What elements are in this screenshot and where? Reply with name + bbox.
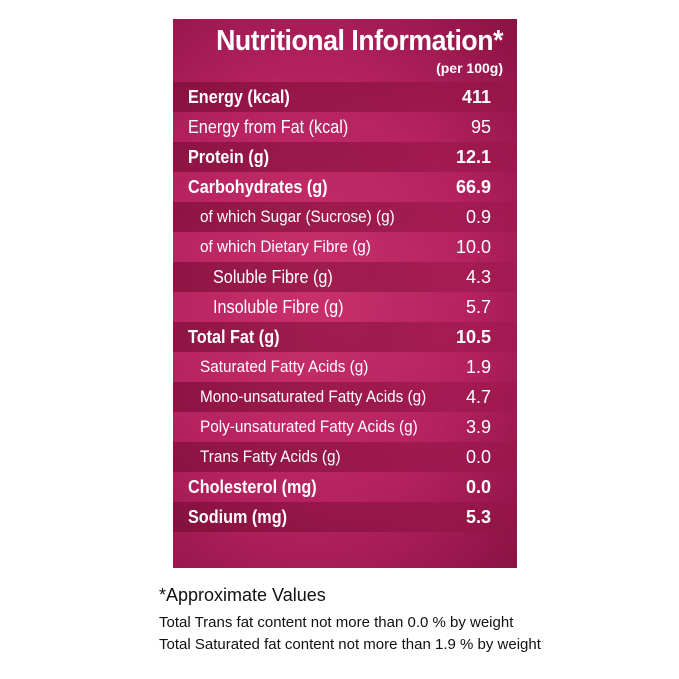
nutrient-value: 0.9 bbox=[465, 207, 491, 227]
nutrient-row: Soluble Fibre (g) 4.3 bbox=[173, 262, 517, 292]
nutrient-row: Energy (kcal) 411 bbox=[173, 82, 517, 112]
nutrient-value: 95 bbox=[470, 117, 491, 137]
nutrient-label: Insoluble Fibre (g) bbox=[213, 297, 344, 317]
nutrient-label: Sodium (mg) bbox=[188, 507, 287, 527]
nutrient-value: 4.3 bbox=[465, 267, 491, 287]
footnote-saturated-fat: Total Saturated fat content not more tha… bbox=[159, 636, 541, 653]
nutrient-row: of which Sugar (Sucrose) (g) 0.9 bbox=[173, 202, 517, 232]
nutrient-value: 5.7 bbox=[465, 297, 491, 317]
nutrient-label: Cholesterol (mg) bbox=[188, 477, 317, 497]
nutrient-row: Cholesterol (mg) 0.0 bbox=[173, 472, 517, 502]
nutrient-label: Mono-unsaturated Fatty Acids (g) bbox=[200, 387, 427, 406]
nutrient-value: 10.5 bbox=[455, 327, 491, 347]
nutrient-value: 1.9 bbox=[465, 357, 491, 377]
nutrient-label: Energy from Fat (kcal) bbox=[188, 117, 349, 137]
nutrient-row: Protein (g) 12.1 bbox=[173, 142, 517, 172]
nutrient-label: Energy (kcal) bbox=[188, 87, 290, 107]
nutrient-label: Carbohydrates (g) bbox=[188, 177, 328, 197]
nutrient-table: Energy (kcal) 411 Energy from Fat (kcal) 95… bbox=[173, 82, 517, 532]
nutrient-label: of which Sugar (Sucrose) (g) bbox=[200, 207, 395, 226]
nutrient-row: Poly-unsaturated Fatty Acids (g) 3.9 bbox=[173, 412, 517, 442]
nutrient-row: Total Fat (g) 10.5 bbox=[173, 322, 517, 352]
nutrient-value: 4.7 bbox=[465, 387, 491, 407]
nutrient-value: 3.9 bbox=[465, 417, 491, 437]
nutrient-value: 5.3 bbox=[465, 507, 491, 527]
nutrient-label: Total Fat (g) bbox=[188, 327, 280, 347]
footnote-approx: *Approximate Values bbox=[159, 585, 326, 605]
nutrient-label: Trans Fatty Acids (g) bbox=[200, 447, 341, 466]
panel-title: Nutritional Information* bbox=[216, 25, 504, 57]
footnote-trans-fat: Total Trans fat content not more than 0.… bbox=[159, 614, 514, 631]
nutrient-value: 411 bbox=[461, 87, 491, 107]
nutrient-value: 10.0 bbox=[455, 237, 491, 257]
nutrient-label: Protein (g) bbox=[188, 147, 269, 167]
nutrient-label: Soluble Fibre (g) bbox=[213, 267, 333, 287]
nutrient-row: Carbohydrates (g) 66.9 bbox=[173, 172, 517, 202]
nutrition-panel: Nutritional Information* (per 100g) Ener… bbox=[173, 19, 517, 568]
nutrient-row: Trans Fatty Acids (g) 0.0 bbox=[173, 442, 517, 472]
nutrient-value: 0.0 bbox=[465, 477, 491, 497]
nutrient-value: 66.9 bbox=[455, 177, 491, 197]
nutrient-value: 0.0 bbox=[465, 447, 491, 467]
nutrient-label: of which Dietary Fibre (g) bbox=[200, 237, 371, 256]
nutrient-row: Insoluble Fibre (g) 5.7 bbox=[173, 292, 517, 322]
nutrient-value: 12.1 bbox=[455, 147, 491, 167]
nutrient-row: of which Dietary Fibre (g) 10.0 bbox=[173, 232, 517, 262]
nutrient-label: Saturated Fatty Acids (g) bbox=[200, 357, 369, 376]
nutrient-label: Poly-unsaturated Fatty Acids (g) bbox=[200, 417, 418, 436]
nutrient-row: Mono-unsaturated Fatty Acids (g) 4.7 bbox=[173, 382, 517, 412]
nutrient-row: Sodium (mg) 5.3 bbox=[173, 502, 517, 532]
nutrient-row: Energy from Fat (kcal) 95 bbox=[173, 112, 517, 142]
serving-basis: (per 100g) bbox=[436, 60, 503, 76]
nutrient-row: Saturated Fatty Acids (g) 1.9 bbox=[173, 352, 517, 382]
